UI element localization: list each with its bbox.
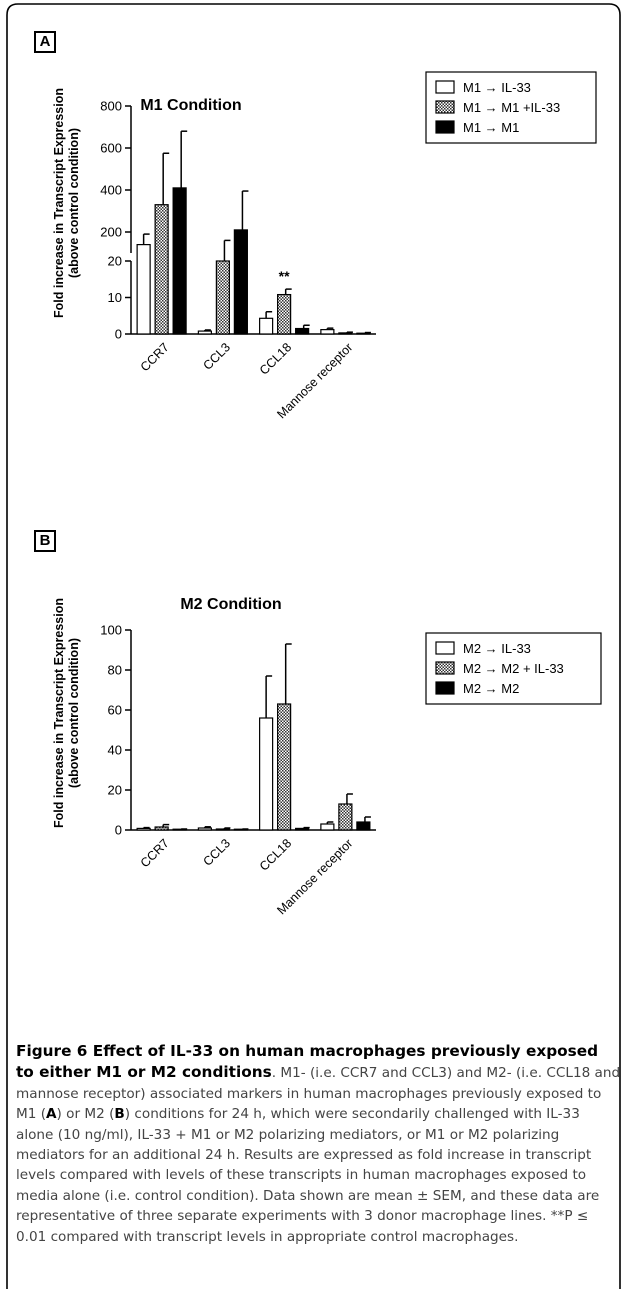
y-axis-label-line-2: (above control condition) — [67, 638, 81, 788]
y-tick-label: 0 — [115, 327, 122, 342]
chart-title: M2 Condition — [180, 596, 281, 613]
chart-m1-condition: M1 Condition Fold increase in Transcript … — [52, 71, 597, 421]
caption-body-1: . M1- (i.e. CCR7 and CCL3) and M2- (i.e.… — [16, 1065, 621, 1123]
y-tick-label: 200 — [100, 225, 122, 240]
legend-swatch-2 — [435, 661, 455, 675]
bar-ccr7-series-2 — [154, 204, 169, 335]
y-tick-label: 40 — [108, 743, 122, 758]
bar-mannose-receptor-series-1 — [320, 823, 335, 831]
caption-ref-b: B — [114, 1106, 125, 1123]
chart-title: M1 Condition — [140, 97, 241, 114]
bar-ccr7-series-1 — [136, 244, 151, 335]
bar-mannose-receptor-series-3 — [356, 821, 371, 831]
y-tick-label: 80 — [108, 663, 122, 678]
bar-ccr7-series-1 — [136, 827, 151, 831]
legend-box — [425, 632, 602, 705]
legend-swatch-1 — [435, 80, 455, 94]
figure-border — [6, 3, 621, 1289]
y-axis-label-line-2: (above control condition) — [67, 128, 81, 278]
bar-ccr7-series-3 — [172, 187, 187, 335]
y-tick-label: 800 — [100, 99, 122, 114]
legend-swatch-1 — [435, 641, 455, 655]
bar-ccl18-series-3 — [295, 827, 310, 831]
y-tick-label: 600 — [100, 141, 122, 156]
x-tick-label-ccl3: CCL3 — [200, 340, 233, 373]
panel-label-b: B — [34, 530, 56, 552]
legend-swatch-2 — [435, 100, 455, 114]
bar-ccl3-series-3 — [233, 229, 248, 335]
bar-ccl18-series-2 — [277, 703, 292, 831]
x-tick-label-ccr7: CCR7 — [138, 340, 172, 374]
caption-ref-a: A — [46, 1106, 57, 1123]
bar-mannose-receptor-series-2 — [338, 803, 353, 831]
y-axis-label-line-1: Fold increase in Transcript Expression — [52, 88, 66, 318]
caption-title: Figure 6 Effect of IL-33 on human macrop… — [16, 1042, 599, 1082]
y-axis-label-line-1: Fold increase in Transcript Expression — [52, 598, 66, 828]
y-tick-label: 100 — [100, 623, 122, 638]
chart-m2-condition: M2 Condition Fold increase in Transcript … — [52, 596, 602, 917]
bar-mannose-receptor-series-1 — [320, 329, 335, 335]
y-tick-label: 10 — [108, 290, 122, 305]
panel-label-a: A — [34, 31, 56, 53]
bar-mannose-receptor-series-2 — [338, 332, 353, 335]
y-tick-label: 20 — [108, 254, 122, 269]
bar-ccl18-series-1 — [259, 317, 274, 335]
caption-body-2: ) or M2 ( — [56, 1106, 115, 1123]
caption-body-3: ) conditions for 24 h, which were second… — [16, 1106, 600, 1245]
legend-label-3: M2 → M2 — [463, 681, 519, 696]
legend-label-1: M2 → IL-33 — [463, 641, 531, 656]
legend-label-2: M1 → M1 +IL-33 — [463, 100, 560, 115]
bar-ccl3-series-1 — [197, 330, 212, 335]
x-tick-label-ccl18: CCL18 — [257, 340, 294, 377]
legend-label-2: M2 → M2 + IL-33 — [463, 661, 564, 676]
significance-annotation: ** — [279, 268, 290, 284]
y-tick-label: 400 — [100, 183, 122, 198]
bar-ccl18-series-3 — [295, 327, 310, 335]
figure-caption: Figure 6 Effect of IL-33 on human macrop… — [16, 1041, 621, 1247]
bar-mannose-receptor-series-3 — [356, 332, 371, 335]
legend-swatch-3 — [435, 120, 455, 134]
legend-swatch-3 — [435, 681, 455, 695]
figure-frame: A M1 Condition Fold increase in Transcrip… — [6, 3, 621, 1289]
y-tick-label: 60 — [108, 703, 122, 718]
legend-label-1: M1 → IL-33 — [463, 80, 531, 95]
legend-label-3: M1 → M1 — [463, 120, 519, 135]
bar-ccl18-series-1 — [259, 717, 274, 831]
y-tick-label: 0 — [115, 823, 122, 838]
bar-ccr7-series-2 — [154, 826, 169, 831]
bar-ccl18-series-2 — [277, 293, 292, 335]
bar-ccl3-series-2 — [215, 260, 230, 335]
y-tick-label: 20 — [108, 783, 122, 798]
bar-ccl3-series-1 — [197, 827, 212, 831]
bar-ccl3-series-2 — [215, 828, 230, 831]
